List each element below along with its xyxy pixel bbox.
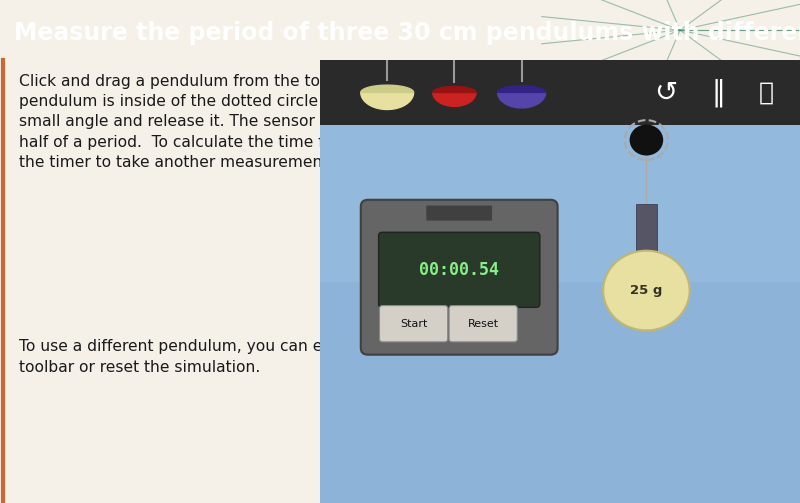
Polygon shape bbox=[320, 60, 800, 282]
Polygon shape bbox=[320, 60, 800, 503]
Circle shape bbox=[603, 250, 690, 330]
Text: Click and drag a pendulum from the toolbar and position it so that the circle at: Click and drag a pendulum from the toolb… bbox=[19, 73, 789, 170]
Text: Start: Start bbox=[400, 319, 427, 329]
Text: Measure the period of three 30 cm pendulums with different masses: Measure the period of three 30 cm pendul… bbox=[14, 21, 800, 45]
FancyBboxPatch shape bbox=[361, 200, 558, 355]
Polygon shape bbox=[433, 87, 476, 93]
Polygon shape bbox=[320, 60, 800, 125]
FancyBboxPatch shape bbox=[426, 206, 492, 221]
FancyBboxPatch shape bbox=[636, 284, 657, 324]
FancyBboxPatch shape bbox=[379, 306, 448, 342]
Text: Reset: Reset bbox=[468, 319, 498, 329]
Polygon shape bbox=[361, 85, 414, 93]
Text: To use a different pendulum, you can either click and drag the pendulum to the t: To use a different pendulum, you can eit… bbox=[19, 339, 769, 375]
Text: ⤢: ⤢ bbox=[759, 80, 774, 105]
Circle shape bbox=[630, 125, 663, 155]
Text: 25 g: 25 g bbox=[630, 284, 662, 297]
FancyBboxPatch shape bbox=[636, 204, 657, 266]
Polygon shape bbox=[433, 93, 476, 107]
Polygon shape bbox=[361, 93, 414, 110]
Polygon shape bbox=[498, 86, 546, 93]
FancyBboxPatch shape bbox=[378, 232, 540, 307]
Text: 00:00.54: 00:00.54 bbox=[419, 261, 499, 279]
FancyBboxPatch shape bbox=[449, 306, 518, 342]
Text: ↺: ↺ bbox=[654, 78, 678, 107]
Polygon shape bbox=[498, 93, 546, 108]
Text: ‖: ‖ bbox=[711, 78, 726, 107]
